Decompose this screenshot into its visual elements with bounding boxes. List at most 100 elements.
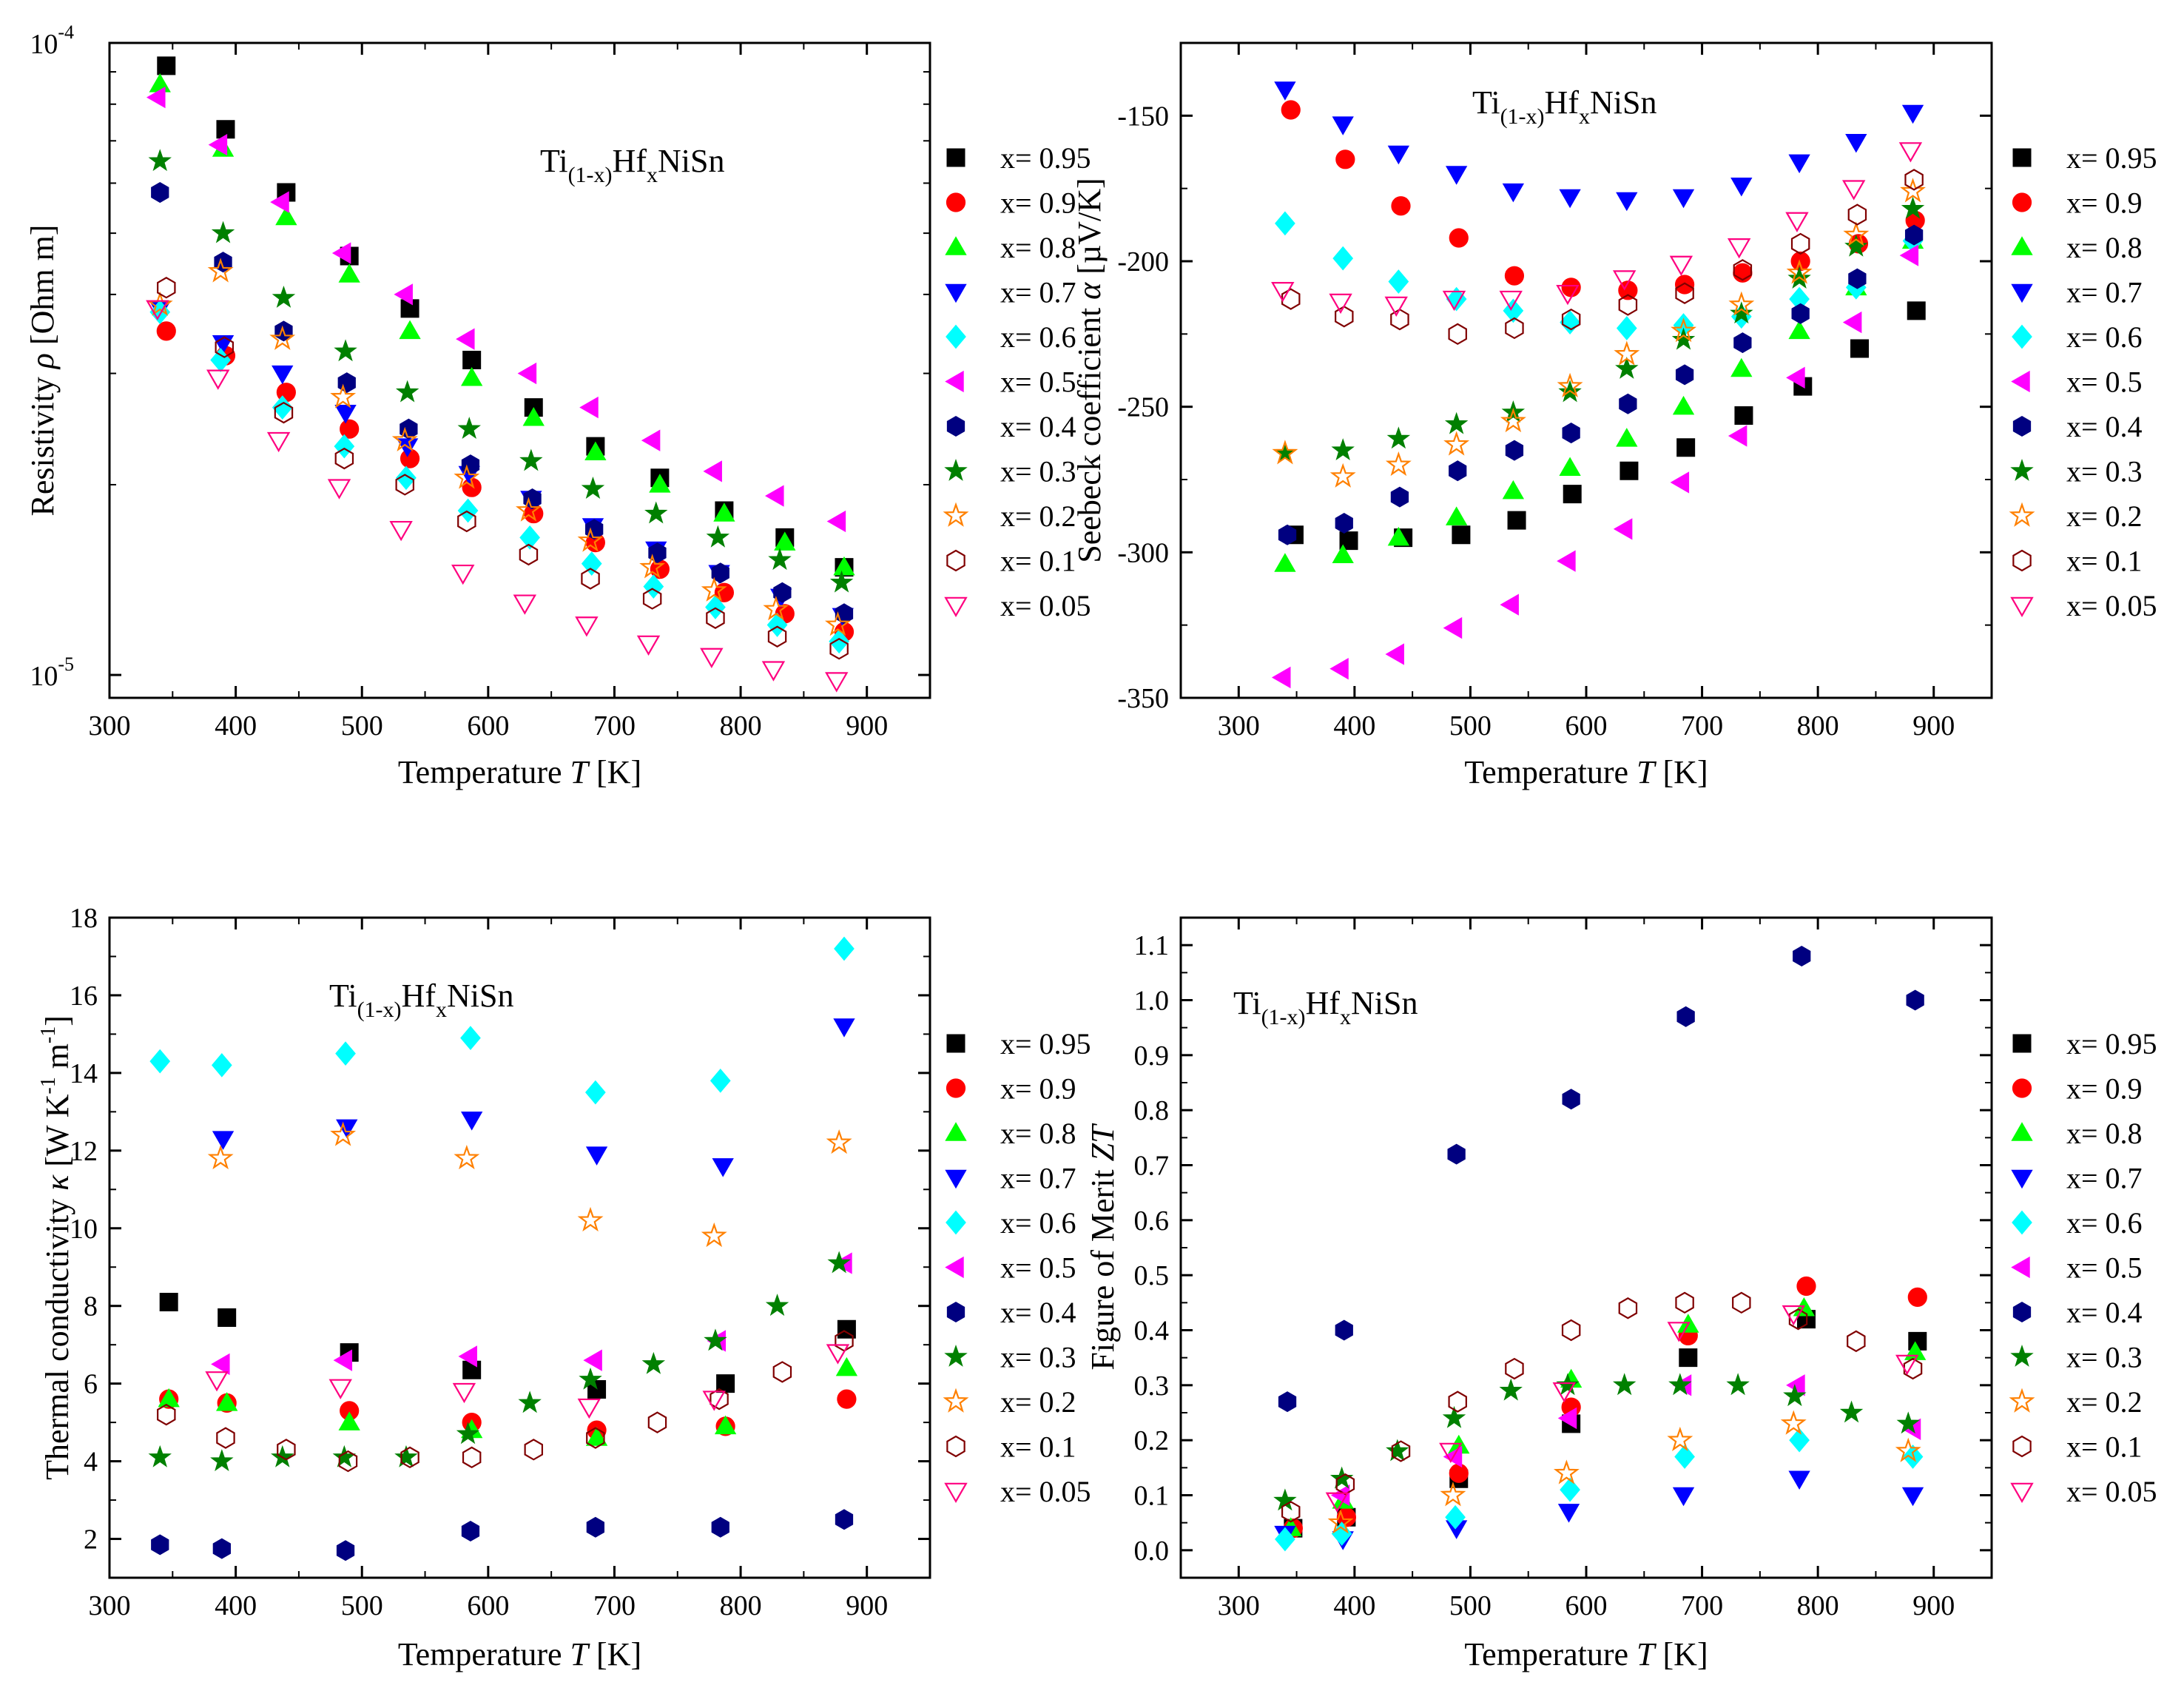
data-point: [461, 1521, 480, 1542]
data-point: [338, 263, 360, 283]
legend-label: x= 0.95: [2066, 141, 2157, 175]
y-tick-label: 0.1: [1134, 1481, 1170, 1512]
data-point: [1439, 1442, 1463, 1464]
data-point: [1440, 1482, 1466, 1507]
data-point: [1850, 339, 1870, 358]
data-point: [1278, 524, 1297, 545]
series-x01: [1281, 1291, 1923, 1523]
data-point: [1895, 1437, 1921, 1462]
data-point: [1790, 251, 1810, 272]
data-point: [1335, 306, 1354, 328]
legend-marker: [2009, 1388, 2035, 1413]
data-point: [212, 1538, 231, 1559]
series-x01: [157, 276, 849, 660]
data-point: [266, 431, 291, 453]
data-point: [1842, 311, 1862, 334]
data-point: [328, 1379, 352, 1399]
x-tick-label: 600: [1565, 710, 1608, 742]
legend-label: x= 0.6: [1000, 320, 1076, 354]
data-point: [1449, 228, 1469, 248]
legend-marker: [944, 596, 968, 618]
x-tick-label: 400: [215, 1590, 257, 1621]
data-point: [1786, 366, 1805, 389]
data-point: [575, 616, 599, 637]
data-point: [1727, 238, 1751, 259]
data-point: [1387, 526, 1410, 546]
y-tick-label: 0.5: [1134, 1260, 1170, 1291]
data-point: [1390, 308, 1409, 331]
x-tick-label: 800: [720, 1590, 762, 1621]
data-point: [826, 1129, 852, 1154]
data-point: [400, 1446, 419, 1469]
legend-label: x= 0.95: [1000, 141, 1091, 175]
legend-marker: [945, 1122, 967, 1141]
data-point: [396, 438, 419, 457]
data-point: [211, 1053, 232, 1077]
data-point: [207, 1144, 234, 1170]
data-point: [586, 1516, 605, 1538]
legend-marker: [943, 502, 969, 527]
x-tick-label: 900: [1912, 1590, 1955, 1621]
x-tick-label: 700: [593, 1590, 636, 1621]
y-tick-label: 0.3: [1134, 1371, 1170, 1402]
data-point: [1557, 1407, 1577, 1430]
legend-label: x= 0.9: [2066, 186, 2143, 220]
legend-marker: [945, 236, 967, 255]
data-point: [1675, 364, 1694, 386]
data-point: [583, 1349, 602, 1371]
data-point: [1895, 1354, 1919, 1376]
legend-label: x= 0.7: [1000, 276, 1076, 309]
data-point: [1669, 255, 1693, 276]
chart-thermal-conductivity: 300 400 500 600 700 800 900 2 4 6 8 10 12 14 16 18 Tempe…: [37, 903, 1091, 1672]
x-tick-label: 600: [467, 710, 509, 742]
data-point: [157, 56, 176, 75]
data-point: [1449, 460, 1467, 482]
data-point: [579, 1367, 602, 1390]
y-tick-label: 10-5: [30, 653, 74, 692]
data-point: [519, 543, 539, 566]
data-point: [457, 417, 481, 440]
data-point: [1335, 1319, 1353, 1341]
y-tick-label: 6: [84, 1369, 98, 1400]
data-point: [829, 638, 849, 660]
data-point: [146, 86, 166, 109]
legend-marker: [2012, 1034, 2032, 1053]
data-point: [451, 564, 475, 585]
data-point: [1841, 180, 1866, 201]
data-point: [1329, 293, 1352, 315]
data-point: [644, 501, 668, 524]
x-tick-label: 500: [341, 1590, 383, 1621]
data-point: [456, 328, 475, 350]
data-point: [518, 1391, 542, 1413]
data-point: [216, 1427, 235, 1449]
data-point: [1502, 183, 1525, 203]
data-point: [206, 369, 230, 390]
legend-marker: [2011, 1169, 2033, 1189]
data-point: [523, 488, 542, 510]
data-point: [711, 562, 729, 584]
data-point: [1672, 189, 1695, 209]
data-point: [1788, 154, 1810, 174]
data-point: [1906, 989, 1924, 1011]
data-point: [835, 1509, 854, 1530]
data-point: [825, 672, 849, 693]
data-point: [1679, 1348, 1698, 1368]
legend-marker: [2011, 283, 2033, 303]
series-x03: [148, 149, 854, 593]
data-point: [218, 1308, 237, 1327]
data-point: [389, 520, 413, 542]
legend-label: x= 0.6: [1000, 1206, 1076, 1240]
x-tick-label: 800: [720, 710, 762, 742]
legend-marker: [2010, 458, 2034, 481]
data-point: [1674, 1445, 1695, 1469]
plot-frame: [108, 916, 931, 1579]
data-point: [1788, 1470, 1810, 1490]
data-point: [1330, 1484, 1350, 1507]
series-x04: [151, 1509, 854, 1561]
data-point: [1442, 1405, 1466, 1428]
data-point: [1444, 411, 1469, 434]
data-point: [334, 339, 357, 362]
data-point: [1386, 426, 1411, 449]
data-point: [1785, 212, 1809, 232]
